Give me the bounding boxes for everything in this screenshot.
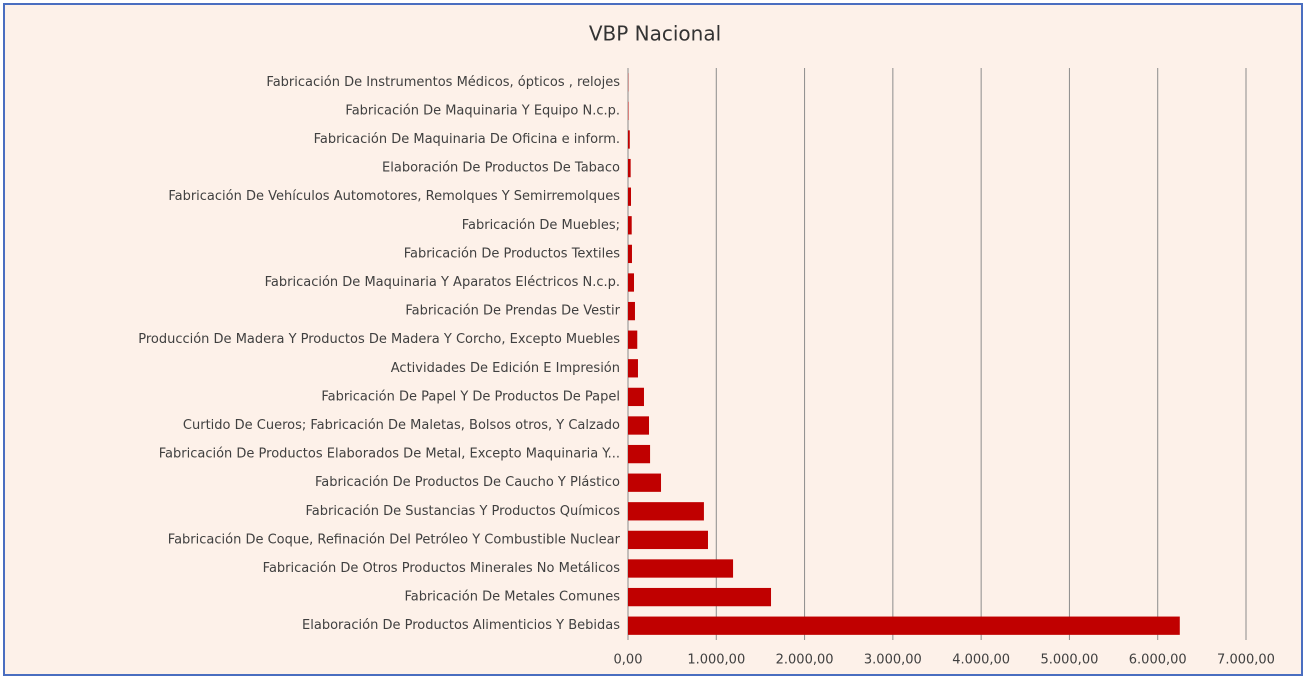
x-tick-label: 1.000,00 bbox=[687, 653, 745, 668]
y-tick-label: Fabricación De Maquinaria Y Equipo N.c.p… bbox=[345, 103, 620, 118]
bar bbox=[628, 502, 704, 521]
chart-title: VBP Nacional bbox=[589, 22, 721, 46]
y-tick-label: Fabricación De Productos De Caucho Y Plá… bbox=[315, 475, 620, 490]
y-tick-label: Fabricación De Productos Textiles bbox=[404, 246, 621, 261]
bar bbox=[628, 216, 632, 235]
y-tick-label: Fabricación De Maquinaria De Oficina e i… bbox=[314, 132, 620, 147]
y-tick-label: Fabricación De Sustancias Y Productos Qu… bbox=[305, 504, 620, 519]
y-tick-label: Producción De Madera Y Productos De Made… bbox=[138, 332, 620, 347]
bar bbox=[628, 301, 635, 321]
x-tick-label: 4.000,00 bbox=[952, 653, 1010, 668]
bar bbox=[628, 530, 708, 550]
y-tick-label: Actividades De Edición E Impresión bbox=[391, 361, 620, 376]
y-tick-label: Curtido De Cueros; Fabricación De Maleta… bbox=[183, 418, 620, 433]
y-tick-label: Fabricación De Instrumentos Médicos, ópt… bbox=[266, 75, 620, 90]
bar bbox=[628, 559, 734, 578]
bar bbox=[628, 187, 632, 206]
x-tick-label: 6.000,00 bbox=[1129, 653, 1187, 668]
bar bbox=[628, 473, 662, 492]
bar bbox=[628, 244, 632, 264]
y-tick-label: Fabricación De Maquinaria Y Aparatos Elé… bbox=[265, 275, 620, 290]
y-tick-label: Fabricación De Papel Y De Productos De P… bbox=[321, 389, 620, 404]
y-tick-label: Fabricación De Metales Comunes bbox=[404, 590, 620, 605]
x-tick-label: 0,00 bbox=[614, 653, 643, 668]
bar bbox=[628, 130, 630, 149]
x-tick-label: 2.000,00 bbox=[776, 653, 834, 668]
bar bbox=[628, 416, 650, 435]
bar bbox=[628, 444, 651, 464]
bar bbox=[628, 359, 638, 378]
y-tick-label: Fabricación De Vehículos Automotores, Re… bbox=[168, 189, 620, 204]
y-tick-label: Fabricación De Coque, Refinación Del Pet… bbox=[168, 532, 621, 547]
x-tick-label: 5.000,00 bbox=[1040, 653, 1098, 668]
y-tick-label: Fabricación De Productos Elaborados De M… bbox=[159, 447, 620, 462]
x-tick-label: 3.000,00 bbox=[864, 653, 922, 668]
y-tick-label: Elaboración De Productos Alimenticios Y … bbox=[302, 618, 620, 633]
y-tick-label: Fabricación De Muebles; bbox=[462, 218, 620, 233]
bar bbox=[628, 387, 644, 407]
bar bbox=[628, 616, 1180, 635]
x-tick-label: 7.000,00 bbox=[1217, 653, 1275, 668]
y-tick-label: Fabricación De Prendas De Vestir bbox=[405, 304, 620, 319]
y-tick-label: Fabricación De Otros Productos Minerales… bbox=[263, 561, 621, 576]
bar bbox=[628, 587, 772, 607]
bar bbox=[628, 330, 638, 349]
y-tick-label: Elaboración De Productos De Tabaco bbox=[382, 161, 620, 176]
bar bbox=[628, 273, 635, 292]
bar bbox=[628, 158, 631, 178]
